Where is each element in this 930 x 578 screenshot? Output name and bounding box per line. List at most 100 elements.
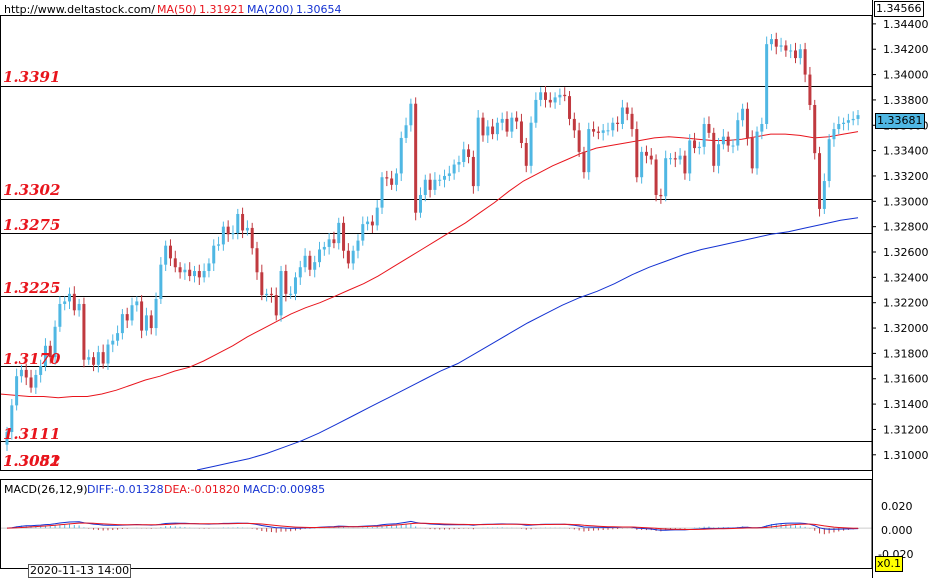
candle-body bbox=[539, 92, 543, 100]
ma50-value: 1.31921 bbox=[199, 3, 245, 16]
candle-body bbox=[495, 122, 499, 135]
candle-body bbox=[24, 369, 28, 378]
candle-body bbox=[668, 158, 672, 160]
candle-body bbox=[409, 103, 413, 126]
macd-value: MACD:0.00985 bbox=[243, 483, 326, 496]
candle-body bbox=[457, 162, 461, 165]
price-tick-label: 1.32000 bbox=[883, 322, 929, 335]
candle-body bbox=[274, 295, 278, 316]
candle-body bbox=[673, 158, 677, 160]
candle-body bbox=[856, 115, 860, 119]
candle-body bbox=[467, 149, 471, 157]
support-resistance-lines bbox=[0, 86, 872, 442]
level-label-6: 1.3111 bbox=[3, 425, 61, 443]
price-tick-label: 1.32200 bbox=[883, 297, 929, 310]
candle-body bbox=[678, 155, 682, 160]
candle-body bbox=[452, 164, 456, 174]
level-label-2: 1.3302 bbox=[3, 181, 61, 199]
candle-body bbox=[5, 431, 9, 445]
candle-body bbox=[418, 194, 422, 213]
candle-body bbox=[462, 149, 466, 163]
candle-body bbox=[755, 131, 759, 169]
candle-body bbox=[481, 117, 485, 136]
candle-body bbox=[289, 293, 293, 295]
candle-body bbox=[19, 369, 23, 377]
level-label-1: 1.3391 bbox=[3, 68, 61, 86]
candle-body bbox=[423, 179, 427, 195]
candle-body bbox=[111, 340, 115, 345]
candle-body bbox=[818, 153, 822, 209]
candle-body bbox=[313, 262, 317, 270]
high-price-box: 1.34566 bbox=[874, 1, 924, 17]
candle-body bbox=[659, 194, 663, 197]
candle-body bbox=[327, 239, 331, 247]
candle-body bbox=[356, 240, 360, 251]
candle-body bbox=[15, 376, 19, 406]
candle-body bbox=[159, 264, 163, 299]
price-tick-label: 1.31400 bbox=[883, 398, 929, 411]
candle-body bbox=[644, 151, 648, 156]
price-tick-label: 1.33400 bbox=[883, 145, 929, 158]
price-tick-label: 1.32600 bbox=[883, 246, 929, 259]
candle-body bbox=[500, 118, 504, 123]
candle-body bbox=[265, 293, 269, 296]
candle-body bbox=[534, 99, 538, 123]
candle-body bbox=[635, 129, 639, 178]
candle-body bbox=[29, 377, 33, 388]
candle-body bbox=[688, 140, 692, 174]
candle-body bbox=[611, 122, 615, 131]
candle-body bbox=[438, 179, 442, 181]
candle-body bbox=[96, 352, 100, 365]
candle-body bbox=[553, 97, 557, 103]
candle-body bbox=[58, 303, 62, 327]
price-tick-label: 1.31000 bbox=[883, 449, 929, 462]
candle-body bbox=[707, 123, 711, 133]
candle-body bbox=[279, 271, 283, 316]
candle-body bbox=[548, 99, 552, 103]
candle-body bbox=[606, 130, 610, 132]
candle-body bbox=[269, 293, 273, 296]
candle-body bbox=[92, 357, 96, 365]
candle-body bbox=[476, 117, 480, 187]
candle-body bbox=[784, 45, 788, 51]
candle-body bbox=[260, 272, 264, 296]
candle-body bbox=[178, 267, 182, 273]
candle-body bbox=[241, 213, 245, 231]
price-tick-label: 1.31200 bbox=[883, 423, 929, 436]
candle-body bbox=[664, 158, 668, 197]
candle-body bbox=[375, 207, 379, 226]
ma200-line bbox=[196, 217, 859, 471]
candle-body bbox=[68, 293, 72, 302]
candle-body bbox=[505, 118, 509, 132]
candle-body bbox=[226, 226, 230, 235]
source-url[interactable]: http://www.deltastock.com/ bbox=[4, 3, 155, 16]
candle-body bbox=[140, 301, 144, 331]
candle-body bbox=[721, 136, 725, 145]
candle-body bbox=[596, 131, 600, 133]
candle-body bbox=[154, 298, 158, 329]
candle-body bbox=[745, 108, 749, 138]
macd-dea-line bbox=[6, 522, 859, 530]
candle-body bbox=[63, 301, 67, 304]
zoom-button[interactable]: x0.1 bbox=[875, 556, 904, 572]
candle-body bbox=[447, 173, 451, 176]
candle-body bbox=[654, 159, 658, 195]
candle-body bbox=[245, 227, 249, 231]
candle-body bbox=[443, 175, 447, 180]
candle-body bbox=[193, 271, 197, 277]
ma200-label: MA(200) bbox=[247, 3, 294, 16]
candle-body bbox=[563, 94, 567, 97]
candle-body bbox=[322, 246, 326, 250]
candle-body bbox=[366, 221, 370, 225]
candle-body bbox=[370, 221, 374, 226]
candle-body bbox=[760, 123, 764, 132]
price-tick-label: 1.33000 bbox=[883, 195, 929, 208]
candle-body bbox=[106, 344, 110, 364]
candle-body bbox=[332, 239, 336, 244]
level-label-7: 1.3052 bbox=[3, 452, 61, 470]
candle-body bbox=[87, 357, 91, 360]
candle-body bbox=[428, 179, 432, 190]
candle-body bbox=[640, 151, 644, 178]
